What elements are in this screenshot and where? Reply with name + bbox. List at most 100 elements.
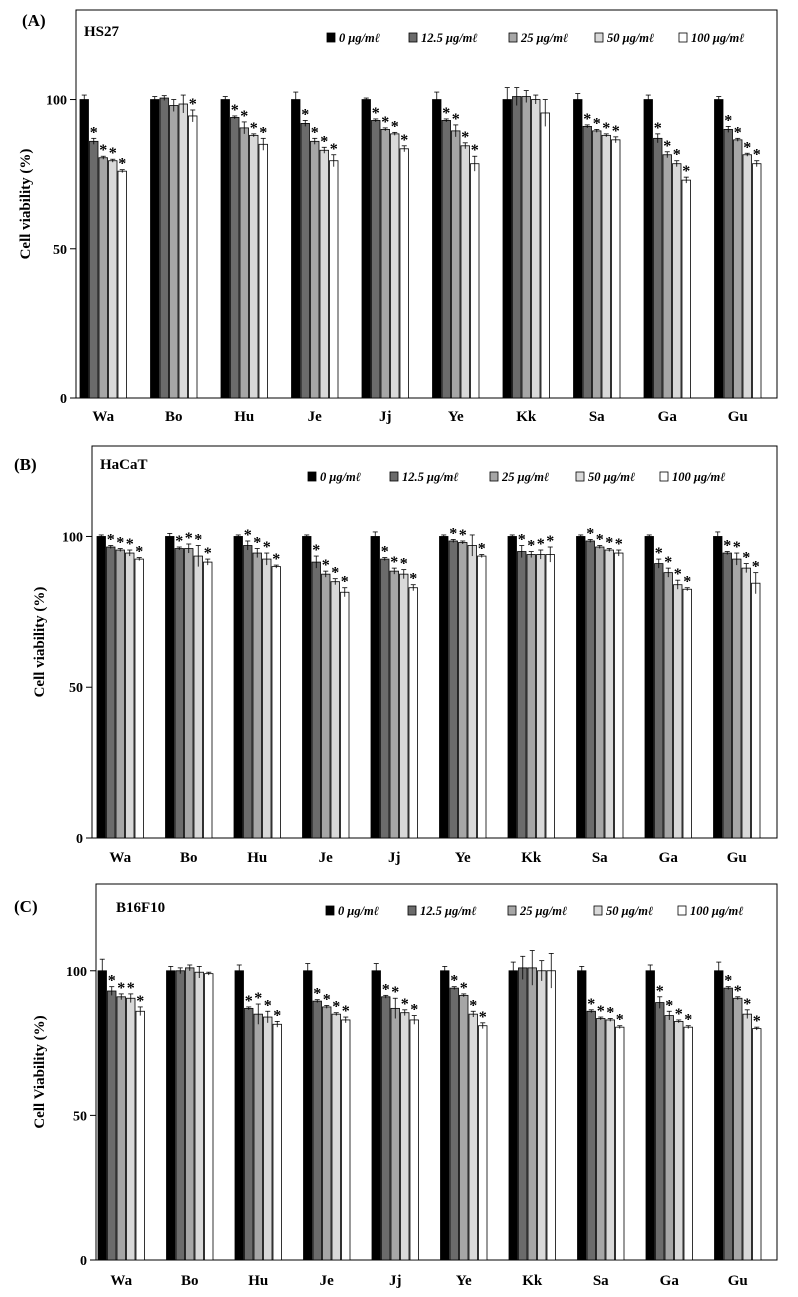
plot-frame — [75, 9, 778, 399]
significance-mark: * — [724, 112, 732, 129]
significance-mark: * — [734, 983, 742, 1000]
significance-mark: * — [263, 539, 271, 556]
chart-title: B16F10 — [116, 900, 165, 916]
y-tick-label: 100 — [46, 94, 67, 109]
significance-mark: * — [127, 980, 135, 997]
significance-mark: * — [331, 565, 339, 582]
bar — [271, 566, 281, 839]
significance-mark: * — [664, 554, 672, 571]
bar — [527, 967, 537, 1261]
x-tick-label: Je — [320, 1273, 335, 1289]
bar — [470, 163, 480, 399]
significance-mark: * — [231, 102, 239, 119]
bar — [521, 96, 531, 399]
bar — [751, 582, 761, 839]
bar — [531, 99, 541, 399]
bar — [512, 96, 522, 399]
significance-mark: * — [381, 114, 389, 131]
significance-mark: * — [452, 111, 460, 128]
significance-mark: * — [391, 984, 399, 1001]
significance-mark: * — [342, 1003, 350, 1020]
bar — [371, 120, 381, 399]
significance-mark: * — [254, 990, 262, 1007]
x-tick-label: Kk — [522, 1273, 543, 1289]
bar — [169, 105, 179, 399]
bar — [682, 588, 692, 839]
bar — [478, 1025, 488, 1261]
significance-mark: * — [471, 142, 479, 159]
significance-mark: * — [583, 111, 591, 128]
significance-mark: * — [675, 1006, 683, 1023]
bar — [106, 546, 116, 839]
significance-mark: * — [518, 532, 526, 549]
legend-swatch — [325, 905, 335, 916]
significance-mark: * — [372, 105, 380, 122]
bar — [601, 134, 611, 399]
legend-swatch — [407, 905, 417, 916]
legend-label: 100 μg/mℓ — [690, 904, 744, 918]
x-tick-label: Hu — [247, 850, 267, 866]
bar — [448, 540, 458, 839]
bar — [577, 970, 587, 1261]
significance-mark: * — [391, 118, 399, 135]
significance-mark: * — [461, 129, 469, 146]
bar — [389, 570, 399, 839]
bar — [174, 548, 184, 839]
bar — [752, 1028, 762, 1261]
legend-swatch — [594, 32, 604, 43]
significance-mark: * — [116, 535, 124, 552]
bar — [175, 970, 185, 1261]
significance-mark: * — [409, 571, 417, 588]
bar — [733, 139, 743, 399]
bar — [234, 970, 244, 1261]
bar — [536, 554, 546, 839]
legend-swatch — [326, 32, 336, 43]
bar — [741, 567, 751, 839]
bar — [370, 536, 380, 839]
significance-mark: * — [612, 123, 620, 140]
bar — [518, 967, 528, 1261]
panel-label: (B) — [14, 455, 37, 474]
bar — [537, 970, 547, 1261]
bar — [262, 558, 272, 839]
legend-label: 12.5 μg/mℓ — [421, 31, 478, 45]
bar — [79, 99, 89, 399]
bar — [178, 103, 188, 399]
bar — [233, 536, 243, 839]
bar — [614, 552, 624, 839]
significance-mark: * — [136, 993, 144, 1010]
legend-label: 25 μg/mℓ — [520, 31, 568, 45]
x-tick-label: Kk — [516, 409, 537, 425]
significance-mark: * — [381, 544, 389, 561]
significance-mark: * — [682, 163, 690, 180]
bar — [203, 561, 213, 839]
bar — [502, 99, 512, 399]
y-tick-label: 100 — [66, 965, 87, 980]
legend-label: 0 μg/mℓ — [338, 904, 379, 918]
bar — [400, 1012, 410, 1261]
legend-swatch — [307, 471, 317, 482]
bar — [645, 970, 655, 1261]
bar — [134, 558, 144, 839]
legend-swatch — [593, 905, 603, 916]
significance-mark: * — [546, 533, 554, 550]
significance-mark: * — [596, 532, 604, 549]
chart-title: HaCaT — [100, 457, 148, 473]
significance-mark: * — [537, 536, 545, 553]
significance-mark: * — [734, 124, 742, 141]
significance-mark: * — [683, 574, 691, 591]
significance-mark: * — [253, 535, 261, 552]
y-axis-label: Cell Viability (%) — [32, 1015, 48, 1128]
significance-mark: * — [753, 147, 761, 164]
bar — [408, 587, 418, 839]
y-tick-label: 0 — [76, 832, 83, 847]
bar — [595, 546, 605, 839]
bar — [108, 160, 118, 399]
bar — [742, 154, 752, 399]
significance-mark: * — [410, 1002, 418, 1019]
significance-mark: * — [656, 983, 664, 1000]
bar — [97, 970, 107, 1261]
y-tick-label: 0 — [60, 392, 67, 407]
x-tick-label: Gu — [727, 850, 747, 866]
